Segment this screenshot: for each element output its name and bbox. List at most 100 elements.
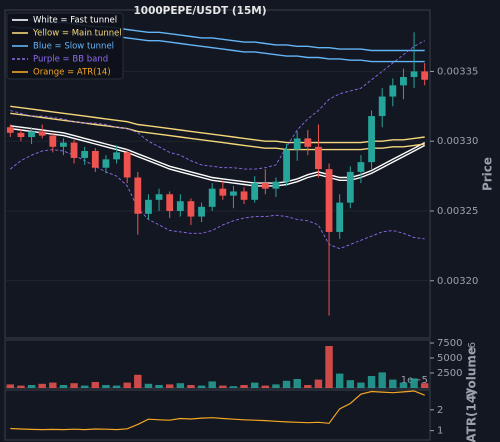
legend-label: Yellow = Main tunnel bbox=[32, 29, 122, 39]
volume-bar bbox=[134, 374, 142, 388]
volume-bar bbox=[229, 386, 238, 388]
candle-body bbox=[134, 177, 142, 214]
volume-bar bbox=[261, 385, 270, 388]
volume-bar bbox=[49, 382, 57, 388]
volume-bar bbox=[208, 381, 216, 388]
chart-title: 1000PEPE/USDT (15M) bbox=[133, 5, 266, 17]
atr-line bbox=[10, 390, 425, 431]
volume-bar bbox=[314, 379, 323, 388]
candle-body bbox=[28, 131, 35, 138]
candle-body bbox=[325, 169, 333, 232]
volume-bar bbox=[357, 382, 365, 388]
candle-body bbox=[421, 71, 429, 80]
legend-label: Purple = BB band bbox=[33, 55, 108, 65]
volume-bar bbox=[187, 385, 195, 388]
legend-label: White = Fast tunnel bbox=[33, 16, 117, 26]
volume-bar bbox=[155, 385, 163, 388]
volume-bar bbox=[70, 383, 78, 388]
candle-body bbox=[49, 135, 57, 147]
volume-axis-label: Volume bbox=[465, 347, 479, 397]
candle-body bbox=[346, 171, 354, 203]
band-line bbox=[10, 149, 425, 250]
volume-bar bbox=[6, 384, 15, 388]
candle-body bbox=[166, 194, 174, 211]
band-line bbox=[10, 125, 426, 184]
volume-bar bbox=[17, 385, 25, 388]
price-axis-label: Price bbox=[481, 157, 495, 191]
candle-body bbox=[155, 194, 163, 200]
candle-body bbox=[240, 191, 248, 200]
candle-body bbox=[368, 116, 375, 163]
volume-bar bbox=[144, 383, 153, 388]
volume-bar bbox=[59, 385, 68, 388]
y-tick-label: 2500 bbox=[437, 368, 462, 379]
y-tick-label: 0.00335 bbox=[437, 66, 478, 77]
legend-label: Orange = ATR(14) bbox=[33, 68, 111, 78]
candle-body bbox=[315, 146, 322, 170]
candle-body bbox=[304, 138, 312, 147]
volume-bar bbox=[165, 384, 174, 388]
volume-bar bbox=[325, 346, 333, 388]
candle-body bbox=[336, 202, 344, 232]
volume-bar bbox=[410, 378, 418, 388]
volume-panel bbox=[4, 339, 431, 389]
candle-body bbox=[261, 183, 269, 189]
volume-bar bbox=[176, 383, 185, 388]
y-tick-label: 7500 bbox=[437, 338, 462, 349]
volume-bar bbox=[80, 385, 89, 388]
volume-bar bbox=[293, 379, 301, 388]
candle-body bbox=[176, 201, 184, 211]
candle-body bbox=[378, 96, 386, 117]
legend-box bbox=[6, 12, 124, 80]
candle-body bbox=[91, 150, 99, 168]
volume-bar bbox=[282, 380, 291, 388]
atr-panel bbox=[4, 389, 431, 441]
legend-label: Blue = Slow tunnel bbox=[33, 42, 114, 52]
band-line bbox=[10, 127, 426, 187]
y-tick-label: 0.00320 bbox=[437, 276, 478, 287]
volume-bar bbox=[420, 383, 429, 388]
legend: White = Fast tunnel Yellow = Main tunnel B… bbox=[6, 12, 124, 80]
volume-bar bbox=[272, 384, 280, 388]
volume-bar bbox=[102, 385, 110, 388]
candle-body bbox=[102, 159, 110, 168]
volume-bar bbox=[346, 380, 355, 388]
candle-body bbox=[81, 150, 89, 158]
candle-body bbox=[38, 131, 46, 136]
volume-bar bbox=[304, 385, 312, 388]
candle-body bbox=[6, 127, 14, 133]
candle-body bbox=[70, 142, 78, 158]
volume-bar bbox=[240, 385, 248, 388]
atr-axis-label: ATR(14) bbox=[465, 389, 479, 442]
candle-body bbox=[293, 138, 301, 150]
volume-offset: 1e6 bbox=[467, 342, 478, 361]
volume-bar bbox=[389, 379, 397, 388]
band-line bbox=[10, 105, 425, 144]
candle-body bbox=[60, 142, 67, 147]
volume-bar bbox=[27, 385, 36, 388]
volume-bar bbox=[91, 382, 100, 388]
volume-bar bbox=[367, 376, 376, 388]
candle-body bbox=[219, 188, 227, 196]
volume-bar bbox=[378, 372, 386, 388]
candle-body bbox=[272, 181, 280, 189]
volume-bar bbox=[335, 373, 344, 388]
y-tick-label: 0.00325 bbox=[437, 206, 478, 217]
y-tick-label: 2 bbox=[437, 405, 443, 416]
candle-body bbox=[145, 199, 152, 214]
candle-body bbox=[17, 132, 25, 138]
volume-bar bbox=[399, 382, 408, 388]
volume-bar bbox=[112, 385, 121, 388]
candle-body bbox=[283, 149, 290, 182]
candle-body bbox=[230, 191, 237, 196]
candle-body bbox=[123, 152, 131, 178]
candle-body bbox=[113, 152, 120, 160]
candle-body bbox=[410, 71, 418, 77]
candle-body bbox=[251, 183, 259, 200]
candle-body bbox=[208, 188, 216, 207]
volume-bar bbox=[123, 382, 131, 388]
volume-bar bbox=[250, 382, 259, 388]
volume-bar bbox=[197, 385, 206, 388]
price-panel bbox=[4, 9, 431, 339]
